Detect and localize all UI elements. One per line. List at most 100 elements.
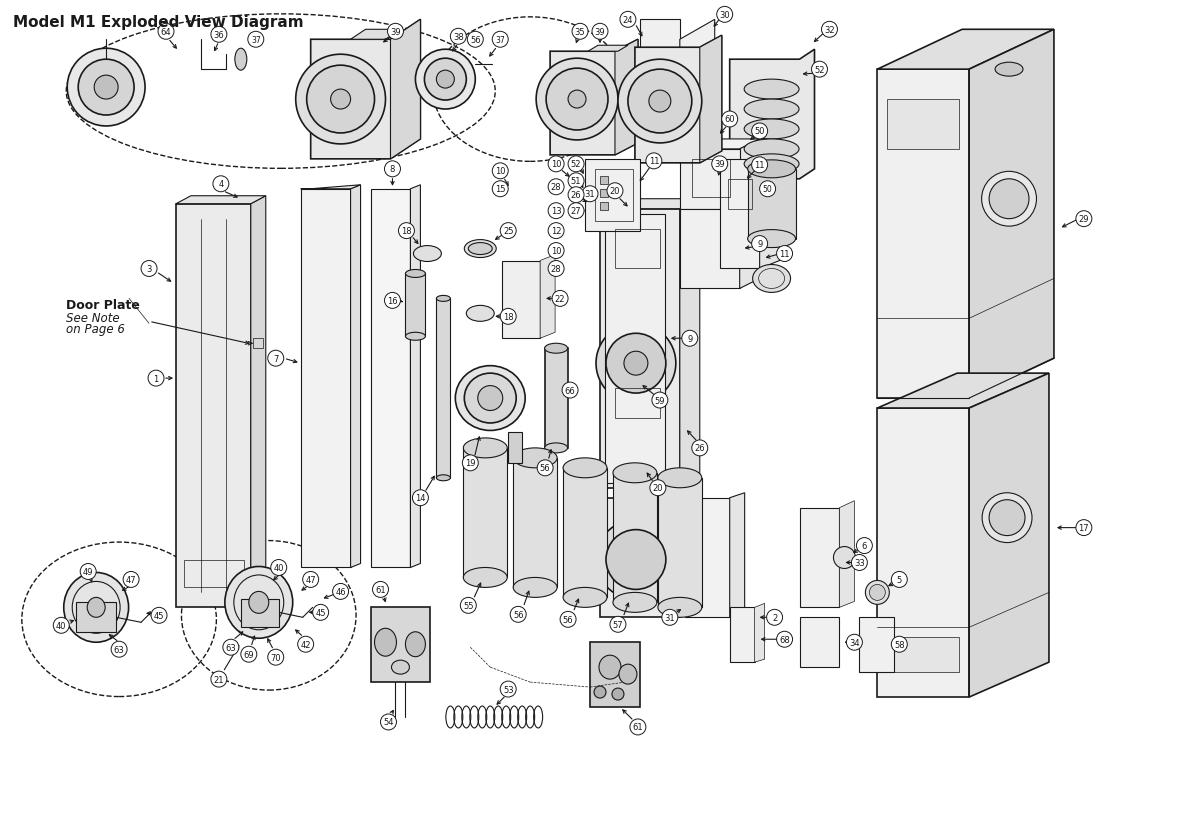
Text: 25: 25: [503, 227, 514, 236]
Ellipse shape: [563, 588, 607, 608]
Text: 61: 61: [632, 723, 643, 732]
Ellipse shape: [748, 161, 796, 179]
Ellipse shape: [995, 63, 1024, 77]
Ellipse shape: [224, 567, 293, 638]
Circle shape: [652, 392, 668, 408]
Ellipse shape: [624, 352, 648, 376]
Polygon shape: [437, 299, 450, 479]
Text: 60: 60: [725, 115, 736, 124]
Bar: [600, 203, 608, 210]
Circle shape: [380, 714, 396, 730]
Polygon shape: [680, 140, 760, 150]
Circle shape: [811, 62, 828, 78]
Text: 56: 56: [563, 615, 574, 624]
Polygon shape: [720, 160, 760, 269]
Polygon shape: [390, 21, 420, 160]
Text: 29: 29: [1079, 215, 1090, 224]
Circle shape: [760, 181, 775, 198]
Circle shape: [398, 224, 414, 239]
Text: See Note: See Note: [66, 312, 120, 325]
Text: 18: 18: [503, 312, 514, 321]
Circle shape: [568, 156, 584, 172]
Polygon shape: [640, 21, 680, 110]
Circle shape: [384, 293, 401, 309]
Polygon shape: [658, 479, 702, 608]
Circle shape: [500, 224, 516, 239]
Polygon shape: [680, 209, 739, 289]
Circle shape: [212, 176, 229, 193]
Text: 46: 46: [335, 587, 346, 596]
Polygon shape: [563, 469, 607, 598]
Text: 50: 50: [763, 185, 773, 194]
Polygon shape: [748, 170, 796, 239]
Circle shape: [691, 440, 708, 456]
Text: 61: 61: [376, 585, 386, 595]
Ellipse shape: [406, 270, 426, 278]
Text: Model M1 Exploded View Diagram: Model M1 Exploded View Diagram: [13, 16, 304, 31]
Text: 10: 10: [551, 160, 562, 169]
Ellipse shape: [67, 49, 145, 127]
Text: 9: 9: [688, 335, 692, 344]
Polygon shape: [635, 36, 721, 164]
Circle shape: [721, 112, 738, 128]
Text: 70: 70: [270, 653, 281, 662]
Polygon shape: [685, 498, 730, 618]
Polygon shape: [514, 458, 557, 588]
Circle shape: [492, 181, 509, 198]
Ellipse shape: [563, 458, 607, 479]
Ellipse shape: [437, 475, 450, 481]
Ellipse shape: [596, 324, 676, 403]
Ellipse shape: [425, 59, 467, 101]
Polygon shape: [463, 448, 508, 578]
Circle shape: [492, 164, 509, 180]
Circle shape: [413, 490, 428, 506]
Ellipse shape: [467, 306, 494, 322]
Polygon shape: [371, 608, 431, 682]
Ellipse shape: [594, 686, 606, 698]
Ellipse shape: [613, 593, 656, 613]
Text: 6: 6: [862, 542, 868, 551]
Text: 10: 10: [494, 167, 505, 176]
Text: 21: 21: [214, 675, 224, 684]
Circle shape: [223, 639, 239, 656]
Ellipse shape: [545, 443, 568, 453]
Ellipse shape: [658, 598, 702, 618]
Circle shape: [462, 455, 479, 471]
Text: 28: 28: [551, 265, 562, 274]
Polygon shape: [799, 508, 840, 608]
Ellipse shape: [64, 573, 128, 643]
Ellipse shape: [514, 448, 557, 469]
Text: 31: 31: [584, 190, 595, 199]
Circle shape: [892, 637, 907, 652]
Ellipse shape: [463, 568, 508, 588]
Circle shape: [384, 161, 401, 177]
Text: 15: 15: [494, 185, 505, 194]
Circle shape: [1076, 211, 1092, 228]
Circle shape: [548, 204, 564, 219]
Circle shape: [751, 124, 768, 140]
Text: 39: 39: [595, 28, 605, 36]
Text: 13: 13: [551, 207, 562, 216]
Circle shape: [268, 351, 283, 367]
Circle shape: [822, 22, 838, 38]
Ellipse shape: [606, 530, 666, 590]
Polygon shape: [730, 608, 755, 662]
Bar: [600, 176, 608, 185]
Text: 14: 14: [415, 493, 426, 503]
Text: on Page 6: on Page 6: [66, 323, 125, 336]
Circle shape: [548, 156, 564, 172]
Text: 16: 16: [388, 296, 397, 306]
Circle shape: [1076, 520, 1092, 536]
Polygon shape: [586, 160, 640, 231]
Text: 3: 3: [146, 265, 151, 274]
Polygon shape: [755, 604, 764, 662]
Text: 50: 50: [755, 128, 764, 137]
Text: 22: 22: [554, 295, 565, 304]
Text: 40: 40: [56, 621, 66, 630]
Polygon shape: [877, 70, 970, 398]
Circle shape: [268, 649, 283, 666]
Circle shape: [562, 383, 578, 398]
Polygon shape: [588, 46, 628, 52]
Polygon shape: [550, 41, 638, 156]
Circle shape: [682, 331, 697, 347]
